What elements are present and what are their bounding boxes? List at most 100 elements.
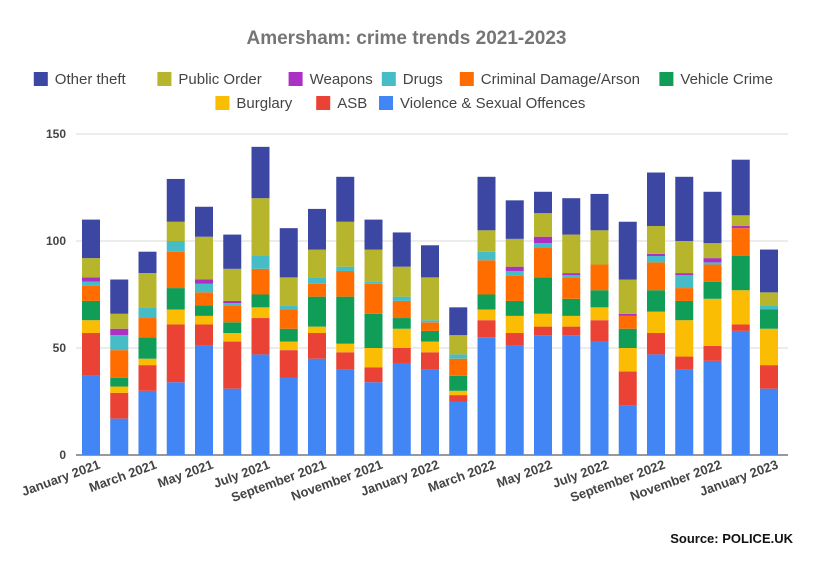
legend-swatch xyxy=(379,96,393,110)
bar-segment: July 2022 — Public Order: 16 xyxy=(590,230,609,265)
bar-segment: August 2021 — ASB: 13 xyxy=(279,350,298,378)
bar-segment: September 2021 — Criminal Damage/Arson: … xyxy=(308,283,326,297)
legend-label: Public Order xyxy=(178,71,261,88)
bar-segment: June 2021 — Drugs: 1 xyxy=(223,303,242,306)
bar-segment: August 2021 — Violence & Sexual Offences… xyxy=(279,377,298,455)
bar-segment: March 2022 — Drugs: 4 xyxy=(477,251,496,261)
bar-segment: February 2021 — Weapons: 3 xyxy=(110,328,129,336)
bar-segment: February 2021 — Other theft: 16 xyxy=(110,279,129,314)
legend-label: Vehicle Crime xyxy=(680,71,773,88)
bar-segment: July 2022 — ASB: 10 xyxy=(590,320,609,342)
bar-segment: January 2021 — Weapons: 2 xyxy=(82,277,100,282)
bar-segment: March 2021 — Criminal Damage/Arson: 9 xyxy=(138,318,157,338)
bar-segment: November 2021 — Burglary: 9 xyxy=(364,348,383,368)
bar-segment: December 2022 — Vehicle Crime: 16 xyxy=(731,255,750,291)
bar-segment: June 2022 — Other theft: 17 xyxy=(562,198,581,235)
legend-swatch xyxy=(316,96,331,110)
bar-segment: July 2021 — Criminal Damage/Arson: 12 xyxy=(251,268,270,295)
bar-segment: June 2022 — Drugs: 1 xyxy=(562,275,581,278)
bar-segment: February 2021 — Violence & Sexual Offenc… xyxy=(110,418,129,455)
legend-item: Public Order xyxy=(157,71,262,88)
bar-segment: July 2021 — Drugs: 6 xyxy=(251,255,270,269)
bar-segment: January 2021 — Other theft: 18 xyxy=(82,219,100,259)
bar-segment: January 2023 — Public Order: 6 xyxy=(760,292,778,306)
bar-segment: December 2022 — Criminal Damage/Arson: 1… xyxy=(731,228,750,256)
bar-segment: January 2021 — Vehicle Crime: 9 xyxy=(82,300,100,321)
bar-stack: December 2021 — Violence & Sexual Offenc… xyxy=(392,232,411,455)
bar-stack: November 2021 — Violence & Sexual Offenc… xyxy=(364,219,383,455)
bar-segment: April 2022 — Drugs: 2 xyxy=(505,270,524,276)
legend-label: Drugs xyxy=(403,71,443,88)
bar-segment: February 2021 — Public Order: 7 xyxy=(110,313,129,329)
bar-segment: January 2021 — Public Order: 9 xyxy=(82,258,100,278)
bar-segment: December 2022 — ASB: 3 xyxy=(731,324,750,331)
bar-segment: August 2021 — Burglary: 4 xyxy=(279,341,298,351)
bar-stack: May 2021 — Violence & Sexual Offences: 5… xyxy=(195,206,213,455)
legend-item: Criminal Damage/Arson xyxy=(459,71,640,88)
bar-segment: May 2021 — Public Order: 20 xyxy=(195,236,213,280)
legend-item: Other theft xyxy=(33,71,127,88)
bar-segment: July 2022 — Criminal Damage/Arson: 12 xyxy=(590,264,609,291)
bar-stack: September 2022 — Violence & Sexual Offen… xyxy=(647,172,665,455)
bar-segment: May 2022 — Weapons: 3 xyxy=(534,236,552,244)
bar-segment: April 2021 — Public Order: 9 xyxy=(166,221,185,241)
bar-segment: November 2022 — Burglary: 22 xyxy=(703,298,722,346)
bar-segment: March 2021 — Drugs: 5 xyxy=(138,307,157,319)
bar-segment: July 2022 — Burglary: 6 xyxy=(590,307,609,321)
bar-segment: November 2022 — Vehicle Crime: 8 xyxy=(703,281,722,299)
bar-segment: May 2022 — Public Order: 11 xyxy=(534,213,552,237)
bar-segment: August 2022 — Burglary: 11 xyxy=(618,348,637,372)
bar-segment: June 2021 — Other theft: 16 xyxy=(223,234,242,269)
bar-segment: August 2022 — Violence & Sexual Offences… xyxy=(618,405,637,455)
legend-label: ASB xyxy=(337,95,367,112)
bar-segment: August 2021 — Drugs: 2 xyxy=(279,305,298,310)
bar-segment: October 2021 — Criminal Damage/Arson: 12 xyxy=(336,270,355,297)
bar-segment: January 2021 — Criminal Damage/Arson: 7 xyxy=(82,285,100,301)
bar-segment: January 2023 — ASB: 11 xyxy=(760,365,778,389)
chart-title: Amersham: crime trends 2021-2023 xyxy=(246,28,567,49)
bar-segment: January 2022 — ASB: 8 xyxy=(421,352,439,370)
bar-segment: January 2023 — Vehicle Crime: 9 xyxy=(760,309,778,329)
bar-segment: May 2021 — Weapons: 2 xyxy=(195,279,213,284)
bar-segment: February 2022 — Burglary: 2 xyxy=(449,390,468,396)
bar-segment: July 2021 — Vehicle Crime: 6 xyxy=(251,294,270,308)
bar-segment: May 2021 — Drugs: 4 xyxy=(195,283,213,293)
bar-segment: January 2022 — Violence & Sexual Offence… xyxy=(421,369,439,455)
bar-segment: January 2022 — Drugs: 1 xyxy=(421,320,439,323)
bar-segment: October 2022 — Weapons: 1 xyxy=(675,273,694,276)
bar-stack: September 2021 — Violence & Sexual Offen… xyxy=(308,208,326,455)
legend-item: Drugs xyxy=(381,71,443,88)
bar-segment: April 2022 — Public Order: 13 xyxy=(505,238,524,267)
bar-segment: November 2022 — Criminal Damage/Arson: 8 xyxy=(703,264,722,282)
bar-segment: September 2021 — Drugs: 3 xyxy=(308,277,326,284)
bar-segment: April 2022 — Criminal Damage/Arson: 12 xyxy=(505,275,524,301)
bar-segment: March 2021 — ASB: 12 xyxy=(138,365,157,391)
bar-segment: August 2022 — ASB: 16 xyxy=(618,371,637,406)
bar-segment: December 2021 — Public Order: 14 xyxy=(392,266,411,297)
bar-segment: March 2022 — Burglary: 5 xyxy=(477,309,496,321)
bar-stack: June 2021 — Violence & Sexual Offences: … xyxy=(223,234,242,455)
bar-stack: August 2022 — Violence & Sexual Offences… xyxy=(618,221,637,455)
bar-segment: January 2023 — Drugs: 2 xyxy=(760,305,778,310)
bar-segment: June 2022 — ASB: 4 xyxy=(562,326,581,336)
bar-stack: December 2022 — Violence & Sexual Offenc… xyxy=(731,159,750,455)
bar-segment: February 2022 — Vehicle Crime: 7 xyxy=(449,375,468,391)
bar-segment: September 2021 — Public Order: 13 xyxy=(308,249,326,278)
legend-swatch xyxy=(157,72,172,86)
bar-segment: January 2022 — Burglary: 5 xyxy=(421,341,439,353)
bar-segment: January 2022 — Other theft: 15 xyxy=(421,245,439,278)
legend-swatch xyxy=(215,96,230,110)
bar-segment: December 2022 — Public Order: 5 xyxy=(731,215,750,227)
bar-segment: June 2022 — Public Order: 18 xyxy=(562,234,581,274)
legend-label: Weapons xyxy=(310,71,373,88)
bar-segment: July 2022 — Violence & Sexual Offences: … xyxy=(590,341,609,455)
legend-swatch xyxy=(459,72,474,86)
bar-segment: February 2022 — Other theft: 13 xyxy=(449,307,468,336)
x-tick-label: May 2021 xyxy=(156,457,215,491)
bar-segment: January 2021 — ASB: 20 xyxy=(82,333,100,376)
bar-segment: September 2021 — ASB: 12 xyxy=(308,333,326,359)
bar-segment: October 2022 — Other theft: 30 xyxy=(675,176,694,241)
bar-segment: March 2022 — ASB: 8 xyxy=(477,320,496,338)
bar-segment: October 2022 — Drugs: 6 xyxy=(675,275,694,289)
